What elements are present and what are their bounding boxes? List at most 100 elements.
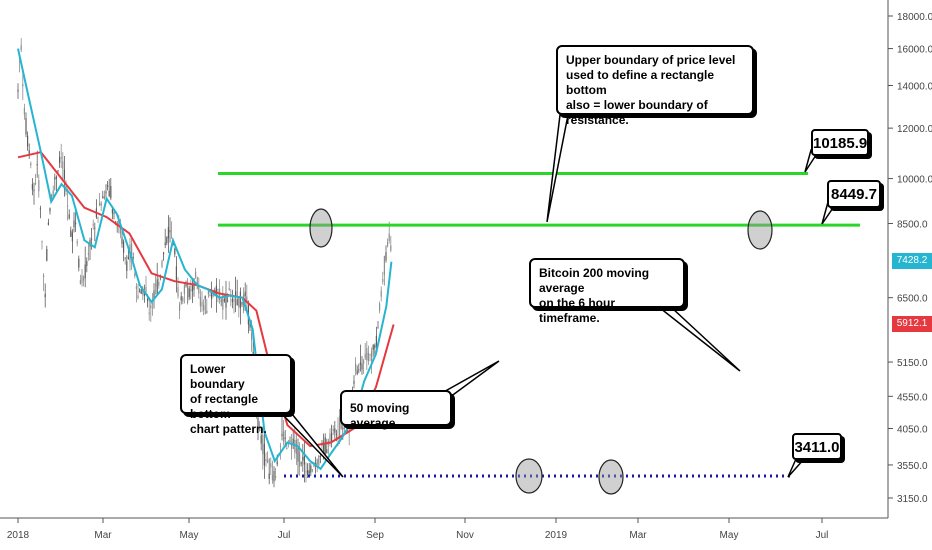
candle-body bbox=[86, 261, 88, 266]
highlight-circles bbox=[309, 208, 773, 495]
candle-body bbox=[265, 459, 267, 462]
callout-50-ma: 50 moving average. bbox=[340, 390, 452, 430]
candle-body bbox=[361, 363, 363, 370]
candle-body bbox=[103, 195, 105, 199]
candle-body bbox=[119, 225, 121, 234]
candle-body bbox=[324, 437, 326, 459]
candle-body bbox=[284, 437, 286, 440]
candle-body bbox=[379, 303, 381, 311]
candle-body bbox=[54, 177, 56, 180]
x-tick-label: Sep bbox=[366, 530, 384, 541]
candle-body bbox=[169, 230, 171, 233]
candle-body bbox=[30, 163, 32, 166]
callout-pointer bbox=[280, 413, 344, 478]
candle-body bbox=[383, 256, 385, 275]
callout-pointers bbox=[280, 114, 837, 478]
candle-body bbox=[303, 455, 305, 465]
candle-body bbox=[323, 442, 325, 459]
candle-body bbox=[39, 208, 41, 210]
candle-body bbox=[140, 289, 142, 294]
candle-body bbox=[27, 135, 29, 147]
candle-body bbox=[150, 305, 152, 309]
candle-body bbox=[283, 431, 285, 442]
candle-body bbox=[356, 370, 358, 375]
candle-body bbox=[188, 288, 190, 298]
candle-body bbox=[238, 297, 240, 308]
candle-body bbox=[99, 202, 101, 206]
candle-body bbox=[83, 277, 85, 281]
candle-body bbox=[20, 45, 22, 51]
candle-body bbox=[147, 298, 149, 302]
candle-body bbox=[375, 335, 377, 347]
candle-body bbox=[76, 241, 78, 244]
y-tick-label: 10000.0 bbox=[897, 175, 932, 186]
candle-body bbox=[87, 252, 89, 255]
candle-body bbox=[260, 435, 262, 444]
y-tick-label: 4050.0 bbox=[897, 425, 928, 436]
candle-body bbox=[297, 445, 299, 462]
candle-body bbox=[385, 252, 387, 261]
candle-body bbox=[60, 156, 62, 159]
candle-body bbox=[231, 298, 233, 302]
candle-body bbox=[246, 296, 248, 303]
candle-body bbox=[108, 190, 110, 196]
candle-body bbox=[33, 189, 35, 192]
candle-body bbox=[183, 285, 185, 294]
candle-body bbox=[286, 447, 288, 449]
candle-body bbox=[377, 327, 379, 329]
candle-body bbox=[209, 295, 211, 297]
x-tick-label: 2018 bbox=[7, 530, 30, 541]
candle-body bbox=[17, 89, 19, 92]
candle-body bbox=[316, 459, 318, 465]
candle-body bbox=[380, 290, 382, 297]
candle-body bbox=[158, 281, 160, 286]
candle-body bbox=[355, 363, 357, 371]
y-tick-label: 4550.0 bbox=[897, 392, 928, 403]
candle-body bbox=[257, 418, 259, 428]
candle-body bbox=[78, 258, 80, 268]
candle-body bbox=[233, 299, 235, 303]
highlight-circle bbox=[515, 458, 543, 494]
candle-body bbox=[161, 260, 163, 268]
candle-body bbox=[382, 279, 384, 282]
candle-body bbox=[142, 289, 144, 295]
candle-body bbox=[25, 118, 27, 135]
price-tag-ma50: 7428.2 bbox=[892, 253, 932, 269]
candle-body bbox=[204, 296, 206, 300]
candle-body bbox=[23, 107, 25, 115]
candle-body bbox=[121, 237, 123, 244]
candle-body bbox=[390, 245, 392, 251]
candle-body bbox=[339, 415, 341, 439]
candle-body bbox=[172, 244, 174, 246]
candle-body bbox=[259, 425, 261, 431]
candle-body bbox=[179, 304, 181, 311]
candle-body bbox=[153, 290, 155, 299]
candle-body bbox=[44, 294, 46, 298]
candle-body bbox=[46, 249, 48, 261]
candle-body bbox=[97, 217, 99, 219]
candle-body bbox=[151, 303, 153, 305]
candle-body bbox=[199, 296, 201, 307]
candle-body bbox=[271, 474, 273, 481]
candle-body bbox=[191, 285, 193, 292]
candle-body bbox=[131, 243, 133, 255]
candle-body bbox=[123, 241, 125, 253]
x-tick-label: May bbox=[720, 530, 739, 541]
candle-body bbox=[206, 310, 208, 314]
candle-body bbox=[180, 296, 182, 301]
candle-body bbox=[212, 294, 214, 297]
candle-body bbox=[22, 84, 24, 87]
candle-body bbox=[145, 287, 147, 293]
x-tick-label: Jul bbox=[816, 530, 829, 541]
candle-body bbox=[223, 299, 225, 302]
candle-body bbox=[353, 380, 355, 384]
x-tick-label: 2019 bbox=[545, 530, 568, 541]
y-tick-label: 8500.0 bbox=[897, 219, 928, 230]
candle-body bbox=[71, 232, 73, 242]
candle-body bbox=[292, 438, 294, 444]
candle-body bbox=[359, 362, 361, 365]
candle-body bbox=[239, 291, 241, 309]
x-tick-label: Nov bbox=[456, 530, 474, 541]
candle-body bbox=[196, 282, 198, 284]
candle-body bbox=[67, 205, 69, 207]
